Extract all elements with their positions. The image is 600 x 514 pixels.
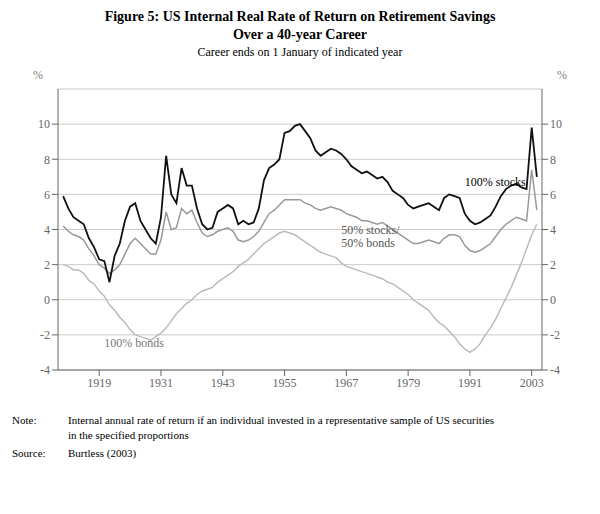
html-text:Over a 40-year Career: Over a 40-year Career: [232, 27, 368, 42]
svg-text:6: 6: [550, 188, 556, 202]
html-text:Burtless (2003): Burtless (2003): [68, 447, 137, 459]
svg-text:0: 0: [550, 293, 556, 307]
html-text:Source:: Source:: [12, 447, 46, 459]
svg-text:-4: -4: [40, 363, 50, 377]
svg-text:1979: 1979: [396, 376, 420, 390]
svg-text:2: 2: [550, 258, 556, 272]
svg-text:%: %: [33, 68, 43, 82]
html-text:Note:: Note:: [12, 414, 37, 426]
svg-text:0: 0: [44, 293, 50, 307]
svg-text:50% stocks/50% bonds: 50% stocks/50% bonds: [341, 223, 400, 250]
svg-text:1931: 1931: [149, 376, 173, 390]
svg-text:1955: 1955: [273, 376, 297, 390]
svg-text:8: 8: [550, 153, 556, 167]
svg-text:6: 6: [44, 188, 50, 202]
html-text:Figure 5: US Internal Real Rat: Figure 5: US Internal Real Rate of Retur…: [104, 9, 496, 24]
svg-text:%: %: [557, 68, 567, 82]
svg-text:2003: 2003: [520, 376, 544, 390]
svg-text:-4: -4: [550, 363, 560, 377]
svg-text:4: 4: [550, 223, 556, 237]
svg-text:1919: 1919: [87, 376, 111, 390]
svg-text:8: 8: [44, 153, 50, 167]
svg-text:100% stocks: 100% stocks: [465, 175, 526, 189]
svg-text:1967: 1967: [334, 376, 358, 390]
html-text:Career ends on 1 January of in: Career ends on 1 January of indicated ye…: [197, 45, 403, 59]
svg-text:-2: -2: [550, 328, 560, 342]
svg-text:2: 2: [44, 258, 50, 272]
svg-text:1991: 1991: [458, 376, 482, 390]
html-text:in the specified proportions: in the specified proportions: [68, 429, 189, 441]
svg-text:10: 10: [38, 117, 50, 131]
svg-text:1943: 1943: [211, 376, 235, 390]
svg-text:100% bonds: 100% bonds: [104, 336, 164, 350]
svg-text:4: 4: [44, 223, 50, 237]
html-text:Internal annual rate of return: Internal annual rate of return if an ind…: [68, 414, 495, 426]
svg-text:-2: -2: [40, 328, 50, 342]
svg-text:10: 10: [550, 117, 562, 131]
